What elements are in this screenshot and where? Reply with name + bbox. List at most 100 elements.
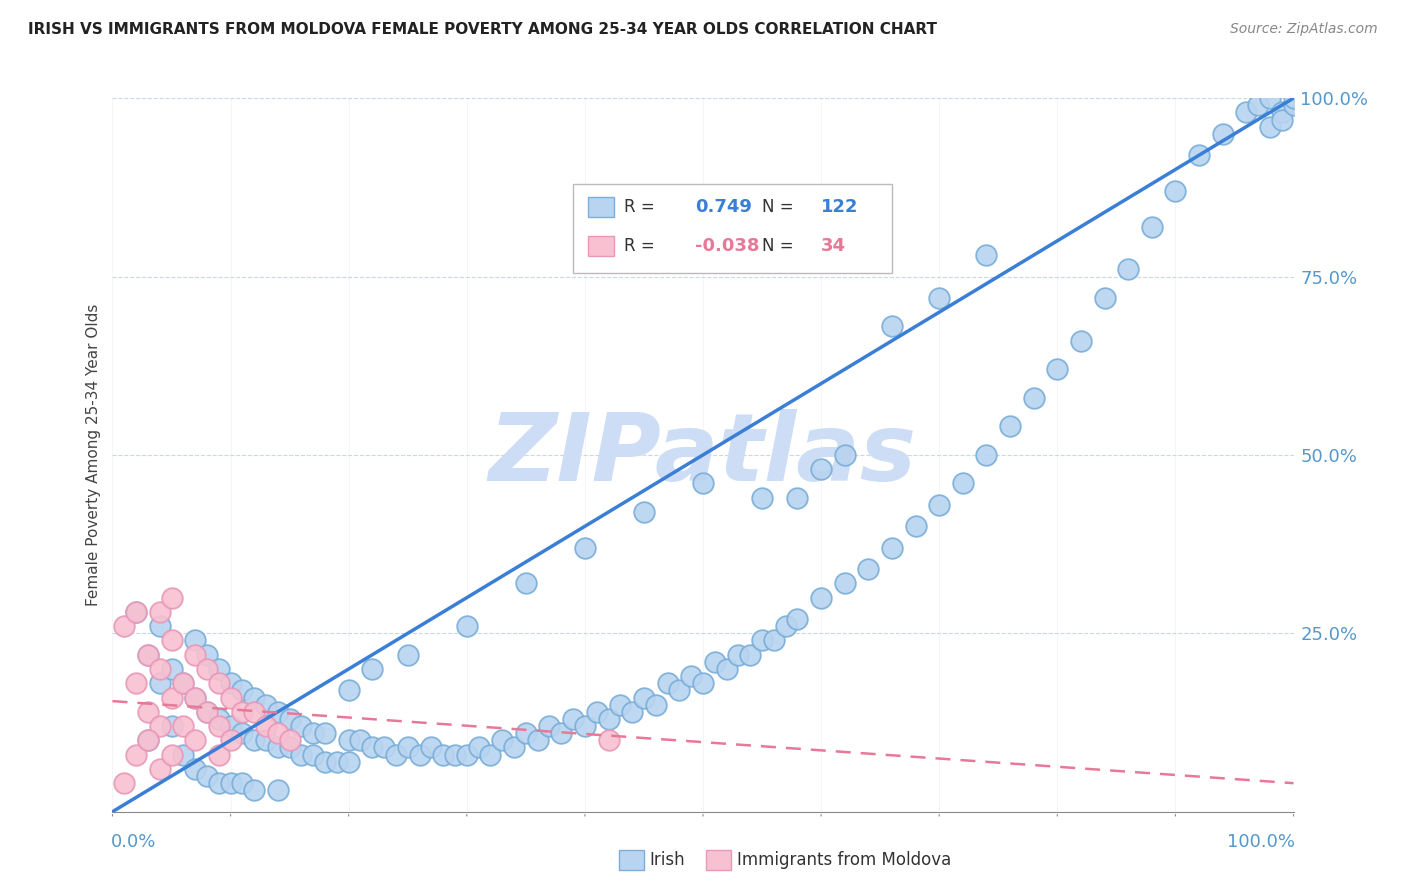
Point [195, 648, 218, 662]
Point [834, 448, 856, 462]
Point [515, 726, 537, 740]
Point [762, 633, 785, 648]
Point [751, 633, 773, 648]
Point [136, 733, 159, 747]
Point [149, 605, 172, 619]
Point [810, 591, 832, 605]
Text: Immigrants from Moldova: Immigrants from Moldova [737, 851, 950, 869]
Point [231, 683, 253, 698]
Point [1271, 105, 1294, 120]
Point [136, 733, 159, 747]
Point [149, 619, 172, 633]
Point [302, 726, 325, 740]
Point [703, 655, 725, 669]
Point [160, 662, 183, 676]
Point [1022, 391, 1045, 405]
Point [456, 747, 478, 762]
Point [125, 605, 148, 619]
Point [562, 712, 585, 726]
Point [219, 676, 242, 690]
Point [195, 705, 218, 719]
Point [219, 776, 242, 790]
Point [396, 648, 419, 662]
Point [420, 740, 443, 755]
Point [668, 683, 690, 698]
Point [337, 683, 360, 698]
Point [928, 498, 950, 512]
Point [858, 562, 880, 576]
Point [326, 755, 349, 769]
Point [444, 747, 467, 762]
Point [290, 719, 312, 733]
Point [160, 591, 183, 605]
Point [373, 740, 395, 755]
Text: 100.0%: 100.0% [1226, 833, 1295, 851]
Point [267, 705, 290, 719]
Text: 122: 122 [821, 198, 859, 216]
Point [172, 719, 194, 733]
Point [491, 733, 513, 747]
Point [219, 690, 242, 705]
Point [633, 690, 655, 705]
Point [526, 733, 548, 747]
Point [231, 705, 253, 719]
Point [267, 783, 290, 797]
Point [503, 740, 526, 755]
FancyBboxPatch shape [589, 235, 614, 256]
Point [149, 662, 172, 676]
Point [621, 705, 644, 719]
Point [337, 733, 360, 747]
Point [184, 690, 207, 705]
FancyBboxPatch shape [574, 184, 891, 273]
Point [727, 648, 749, 662]
Point [385, 747, 408, 762]
Point [574, 719, 596, 733]
Point [337, 755, 360, 769]
Point [408, 747, 430, 762]
Point [149, 762, 172, 776]
Point [184, 633, 207, 648]
Point [302, 747, 325, 762]
Point [716, 662, 738, 676]
Point [278, 712, 301, 726]
Text: 34: 34 [821, 237, 846, 255]
Point [243, 783, 266, 797]
Point [290, 747, 312, 762]
Point [598, 733, 620, 747]
Point [692, 476, 714, 491]
Point [550, 726, 572, 740]
Point [396, 740, 419, 755]
Point [1247, 98, 1270, 112]
Point [904, 519, 927, 533]
Point [976, 448, 998, 462]
Y-axis label: Female Poverty Among 25-34 Year Olds: Female Poverty Among 25-34 Year Olds [86, 304, 101, 606]
Point [136, 648, 159, 662]
Point [184, 762, 207, 776]
Point [1258, 120, 1281, 134]
Point [751, 491, 773, 505]
Text: IRISH VS IMMIGRANTS FROM MOLDOVA FEMALE POVERTY AMONG 25-34 YEAR OLDS CORRELATIO: IRISH VS IMMIGRANTS FROM MOLDOVA FEMALE … [28, 22, 938, 37]
Point [880, 541, 903, 555]
Point [657, 676, 679, 690]
Point [644, 698, 666, 712]
Point [515, 576, 537, 591]
Text: R =: R = [624, 198, 655, 216]
Point [1164, 184, 1187, 198]
Point [172, 676, 194, 690]
Point [952, 476, 974, 491]
Point [574, 541, 596, 555]
Point [219, 719, 242, 733]
Text: 0.0%: 0.0% [111, 833, 156, 851]
Point [585, 705, 607, 719]
Point [880, 319, 903, 334]
Text: R =: R = [624, 237, 655, 255]
Point [1070, 334, 1092, 348]
Point [208, 747, 231, 762]
Point [1212, 127, 1234, 141]
Point [1258, 91, 1281, 105]
Point [1234, 105, 1257, 120]
Point [172, 676, 194, 690]
Point [231, 776, 253, 790]
Point [267, 726, 290, 740]
Point [125, 747, 148, 762]
